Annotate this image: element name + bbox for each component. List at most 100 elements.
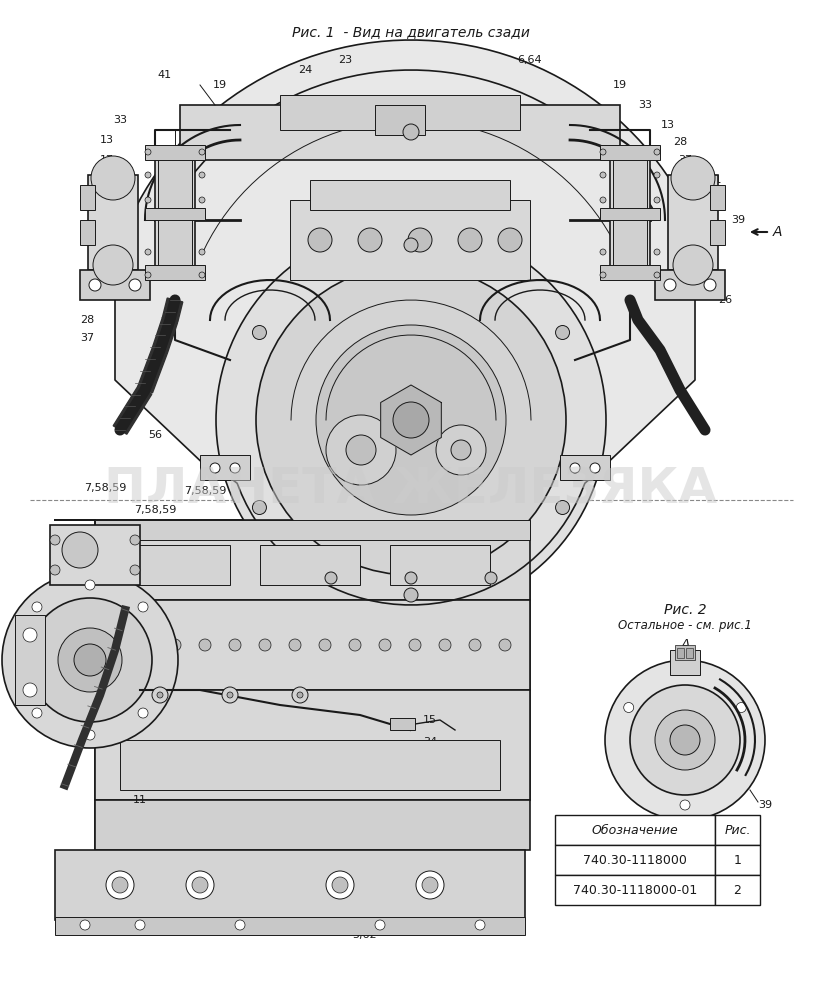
Text: Рис. 2: Рис. 2 [663,603,706,617]
Polygon shape [152,317,178,353]
Bar [55,917,525,935]
Circle shape [253,326,267,340]
Bar [390,718,415,730]
Bar [670,650,700,675]
Circle shape [169,639,181,651]
Circle shape [85,730,95,740]
Text: A: A [340,498,350,512]
Circle shape [316,325,506,515]
Circle shape [326,415,396,485]
Bar [95,520,530,600]
Circle shape [605,660,765,820]
Text: 1,50: 1,50 [88,175,112,185]
Circle shape [600,149,606,155]
Circle shape [416,871,444,899]
Circle shape [670,725,700,755]
Circle shape [28,598,152,722]
Circle shape [409,639,421,651]
Bar [95,690,530,800]
Text: A: A [681,638,690,652]
Bar [677,648,684,658]
Circle shape [393,402,429,438]
Circle shape [80,920,90,930]
Circle shape [358,228,382,252]
Bar [610,150,650,280]
Circle shape [654,149,660,155]
Circle shape [259,639,271,651]
Text: 1: 1 [41,655,49,665]
Bar [715,815,760,845]
Bar [375,105,425,135]
Text: 33: 33 [638,100,652,110]
Circle shape [346,435,376,465]
Circle shape [404,588,418,602]
Circle shape [229,639,241,651]
Circle shape [405,572,417,584]
Text: 19: 19 [213,80,227,90]
Circle shape [222,687,238,703]
Circle shape [332,877,348,893]
Circle shape [403,124,419,140]
Circle shape [62,532,98,568]
Bar [95,520,530,540]
Text: 34: 34 [423,737,437,747]
Bar [145,145,205,160]
Text: 2: 2 [733,884,742,896]
Text: A: A [773,225,783,239]
Circle shape [50,565,60,575]
Circle shape [186,871,214,899]
Circle shape [32,708,42,718]
Circle shape [292,687,308,703]
Circle shape [325,572,337,584]
Circle shape [130,535,140,545]
Circle shape [23,628,37,642]
Circle shape [74,644,106,676]
Circle shape [590,463,600,473]
Text: 28: 28 [80,315,94,325]
Bar [600,145,660,160]
Circle shape [671,156,715,200]
Circle shape [422,877,438,893]
Circle shape [469,639,481,651]
Circle shape [210,463,220,473]
Circle shape [253,500,267,514]
Circle shape [58,628,122,692]
Bar [95,800,530,850]
Circle shape [664,279,676,291]
Bar [715,875,760,905]
Bar [655,270,725,300]
Text: A: A [426,500,434,510]
Circle shape [130,565,140,575]
Circle shape [404,238,418,252]
Circle shape [704,279,716,291]
Bar [95,600,530,690]
Circle shape [600,197,606,203]
Text: Рис. 1  - Вид на двигатель сзади: Рис. 1 - Вид на двигатель сзади [292,25,530,39]
Circle shape [199,172,205,178]
Circle shape [145,272,151,278]
Circle shape [654,197,660,203]
Circle shape [85,580,95,590]
Bar [555,875,715,905]
Bar [55,850,525,920]
Circle shape [199,149,205,155]
Text: 26: 26 [80,275,94,285]
Circle shape [326,871,354,899]
Circle shape [139,639,151,651]
Bar [675,645,695,660]
Bar [686,648,693,658]
Bar [155,150,195,280]
Text: 1: 1 [733,854,742,866]
Circle shape [145,197,151,203]
Text: 45: 45 [28,710,42,720]
Bar [715,845,760,875]
Bar [310,180,510,210]
Polygon shape [162,298,183,322]
Circle shape [624,702,634,712]
Polygon shape [114,386,151,434]
Circle shape [145,149,151,155]
Bar [560,455,610,480]
Text: 740.30-1118000-01: 740.30-1118000-01 [573,884,697,896]
Circle shape [498,228,522,252]
Text: 56: 56 [148,430,162,440]
